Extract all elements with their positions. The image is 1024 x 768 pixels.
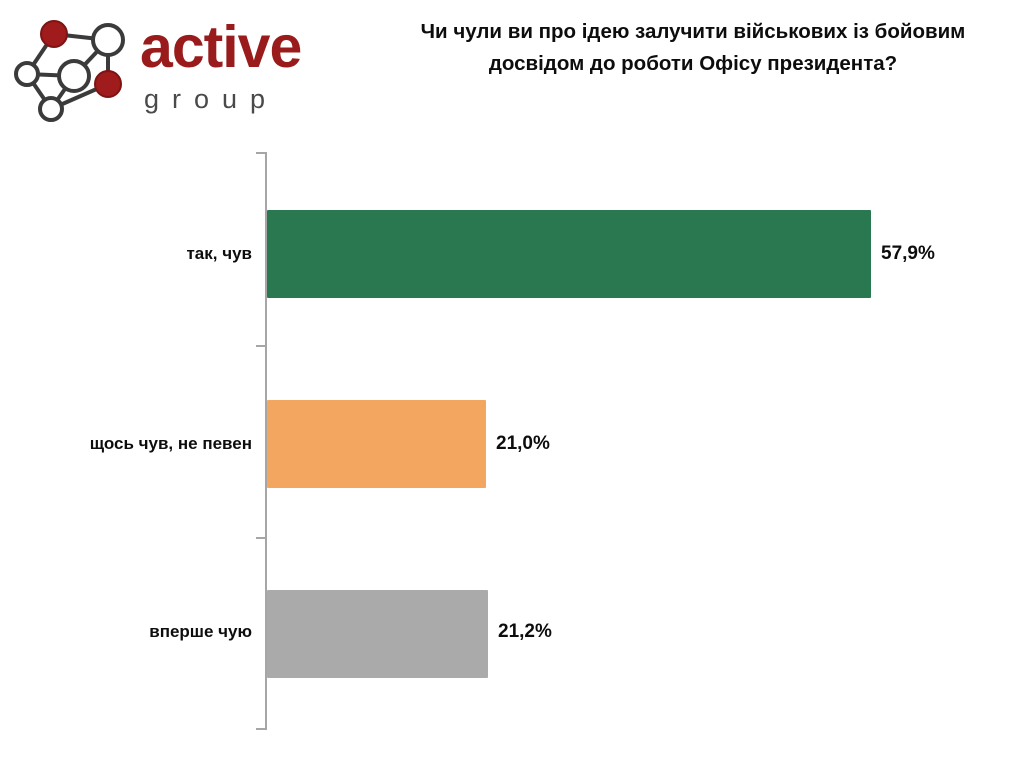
axis-tick-0 xyxy=(256,152,266,154)
axis-tick-2 xyxy=(256,537,266,539)
category-label-2: вперше чую xyxy=(149,622,252,641)
category-label-0: так, чув xyxy=(186,244,252,263)
value-label-0: 57,9% xyxy=(881,243,935,264)
chart-title: Чи чули ви про ідею залучити військових … xyxy=(370,16,1016,80)
bar-1[interactable] xyxy=(267,400,486,488)
category-label-1: щось чув, не певен xyxy=(89,434,252,453)
chart-title-line-1: Чи чули ви про ідею залучити військових … xyxy=(420,20,966,43)
logo-wordmark: active xyxy=(140,14,302,80)
chart-header: active group Чи чули ви про ідею залучит… xyxy=(0,0,1024,130)
value-label-1: 21,0% xyxy=(496,433,550,454)
network-graph-icon xyxy=(8,12,136,124)
active-group-logo: active group xyxy=(8,8,338,122)
logo-subword: group xyxy=(144,84,279,114)
category-axis-line xyxy=(265,152,267,730)
bar-2[interactable] xyxy=(267,590,488,678)
axis-tick-1 xyxy=(256,345,266,347)
axis-tick-3 xyxy=(256,728,266,730)
bar-0[interactable] xyxy=(267,210,871,298)
chart-title-line-2: досвідом до роботи Офісу президента? xyxy=(488,52,898,75)
value-label-2: 21,2% xyxy=(498,621,552,642)
